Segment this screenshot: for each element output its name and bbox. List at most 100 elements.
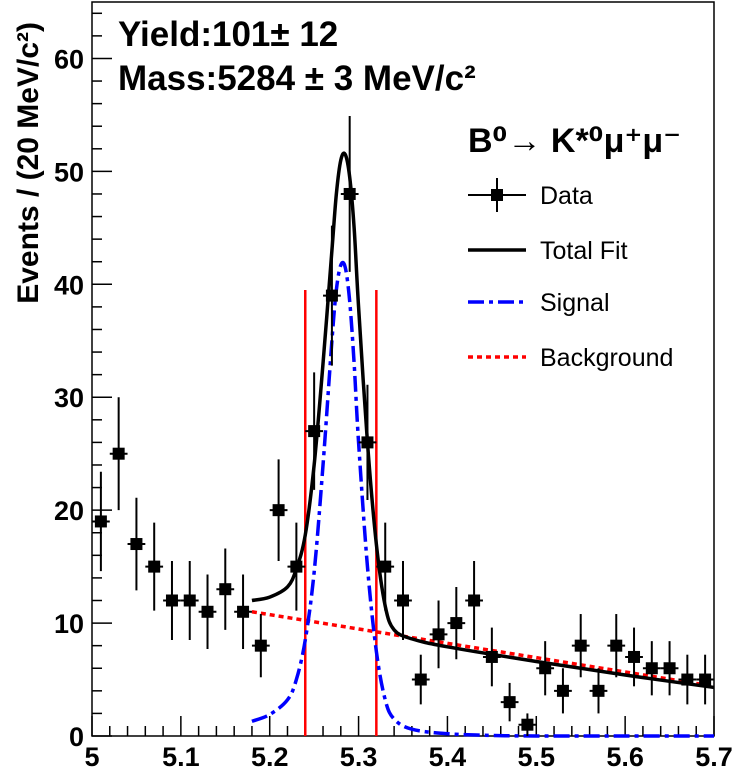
y-tick-labels: 0 10 20 30 40 50 60 — [54, 44, 84, 752]
data-point-marker — [699, 673, 712, 686]
data-point — [482, 627, 501, 687]
legend-data-marker — [491, 189, 503, 201]
x-tick-label: 5.6 — [606, 742, 644, 770]
data-point-marker — [521, 718, 534, 731]
legend: B⁰→ K*⁰μ⁺μ⁻ Data Total Fit Signal Backgr… — [468, 122, 681, 372]
y-tick-label: 10 — [54, 609, 84, 639]
y-tick-label: 40 — [54, 270, 84, 300]
data-point-marker — [343, 187, 356, 200]
data-point-marker — [485, 650, 498, 663]
data-point — [358, 384, 377, 500]
data-point-marker — [397, 594, 409, 607]
data-point — [625, 627, 643, 687]
data-point-marker — [645, 662, 658, 675]
data-point-marker — [237, 605, 250, 618]
data-point — [216, 548, 235, 630]
x-tick-label: 5.2 — [251, 742, 289, 770]
data-point — [394, 560, 412, 641]
x-tick-label: 5.4 — [429, 742, 467, 770]
data-point-marker — [165, 594, 178, 607]
data-point-marker — [592, 684, 605, 697]
legend-title: B⁰→ K*⁰μ⁺μ⁻ — [468, 122, 681, 160]
data-point — [145, 522, 164, 611]
data-point — [287, 522, 306, 611]
data-point — [234, 574, 252, 650]
data-point-marker — [450, 617, 463, 630]
plot-frame — [91, 1, 715, 737]
data-point-marker — [290, 560, 303, 573]
data-point-marker — [201, 605, 214, 618]
legend-entry-background: Background — [468, 344, 673, 372]
data-point — [571, 614, 590, 678]
legend-entry-signal: Signal — [468, 289, 610, 317]
data-point-marker — [130, 538, 143, 551]
y-tick-label: 0 — [69, 722, 84, 752]
data-point-marker — [254, 639, 267, 652]
data-point — [340, 116, 359, 272]
data-point — [305, 372, 324, 490]
x-tick-label: 5.3 — [340, 742, 378, 770]
data-point — [536, 641, 555, 696]
legend-label-total-fit: Total Fit — [540, 237, 628, 265]
data-point-marker — [681, 673, 694, 686]
data-point — [198, 574, 217, 650]
data-point-marker — [468, 594, 481, 607]
total-fit-curve — [251, 151, 715, 690]
data-point — [554, 668, 572, 714]
y-tick-label: 30 — [54, 383, 84, 413]
data-point-marker — [148, 560, 161, 573]
y-tick-label: 50 — [54, 157, 84, 187]
data-point — [465, 560, 483, 641]
data-point-marker — [503, 696, 516, 709]
data-point — [163, 560, 181, 641]
data-point — [660, 641, 679, 696]
data-point-marker — [432, 628, 445, 641]
data-point — [92, 471, 110, 572]
mass-annotation: Mass:5284 ± 3 MeV/c² — [118, 59, 476, 98]
x-tick-labels: 5 5.1 5.2 5.3 5.4 5.5 5.6 5.7 — [84, 742, 733, 772]
data-point-marker — [308, 425, 321, 438]
y-tick-label: 60 — [54, 44, 84, 74]
data-point — [589, 668, 608, 714]
data-point — [696, 654, 714, 705]
data-point — [180, 560, 199, 641]
data-point-marker — [112, 447, 125, 460]
legend-entry-total-fit: Total Fit — [468, 237, 628, 265]
data-point — [269, 459, 288, 561]
y-axis-label: Events / (20 MeV/c²) — [12, 22, 45, 304]
data-point-marker — [556, 684, 569, 697]
data-point — [323, 225, 341, 366]
legend-label-signal: Signal — [540, 289, 610, 317]
data-point-marker — [539, 662, 552, 675]
data-point — [127, 497, 146, 591]
data-point — [607, 614, 626, 678]
data-point-marker — [361, 436, 374, 449]
legend-entry-data: Data — [468, 178, 593, 212]
legend-label-data: Data — [540, 182, 593, 210]
data-point — [251, 614, 270, 678]
data-point-marker — [628, 650, 641, 663]
x-tick-label: 5.1 — [162, 742, 200, 770]
data-point — [411, 654, 430, 705]
data-points — [92, 116, 714, 736]
data-point-marker — [183, 594, 196, 607]
x-tick-label: 5.7 — [695, 742, 733, 770]
data-point-marker — [272, 504, 285, 517]
data-point-marker — [610, 639, 623, 652]
yield-annotation: Yield:101± 12 — [118, 15, 338, 54]
data-point-marker — [94, 515, 107, 528]
data-point — [429, 600, 448, 669]
data-point — [376, 522, 395, 611]
x-tick-label: 5 — [84, 742, 99, 770]
signal-window-lines — [304, 289, 378, 736]
data-point-marker — [379, 560, 392, 573]
x-tick-label: 5.5 — [518, 742, 556, 770]
data-point — [678, 654, 697, 705]
data-point — [518, 713, 537, 736]
data-point-marker — [574, 639, 587, 652]
data-point — [109, 397, 128, 511]
data-point — [642, 641, 661, 696]
data-point-marker — [414, 673, 427, 686]
data-point-marker — [219, 583, 232, 596]
